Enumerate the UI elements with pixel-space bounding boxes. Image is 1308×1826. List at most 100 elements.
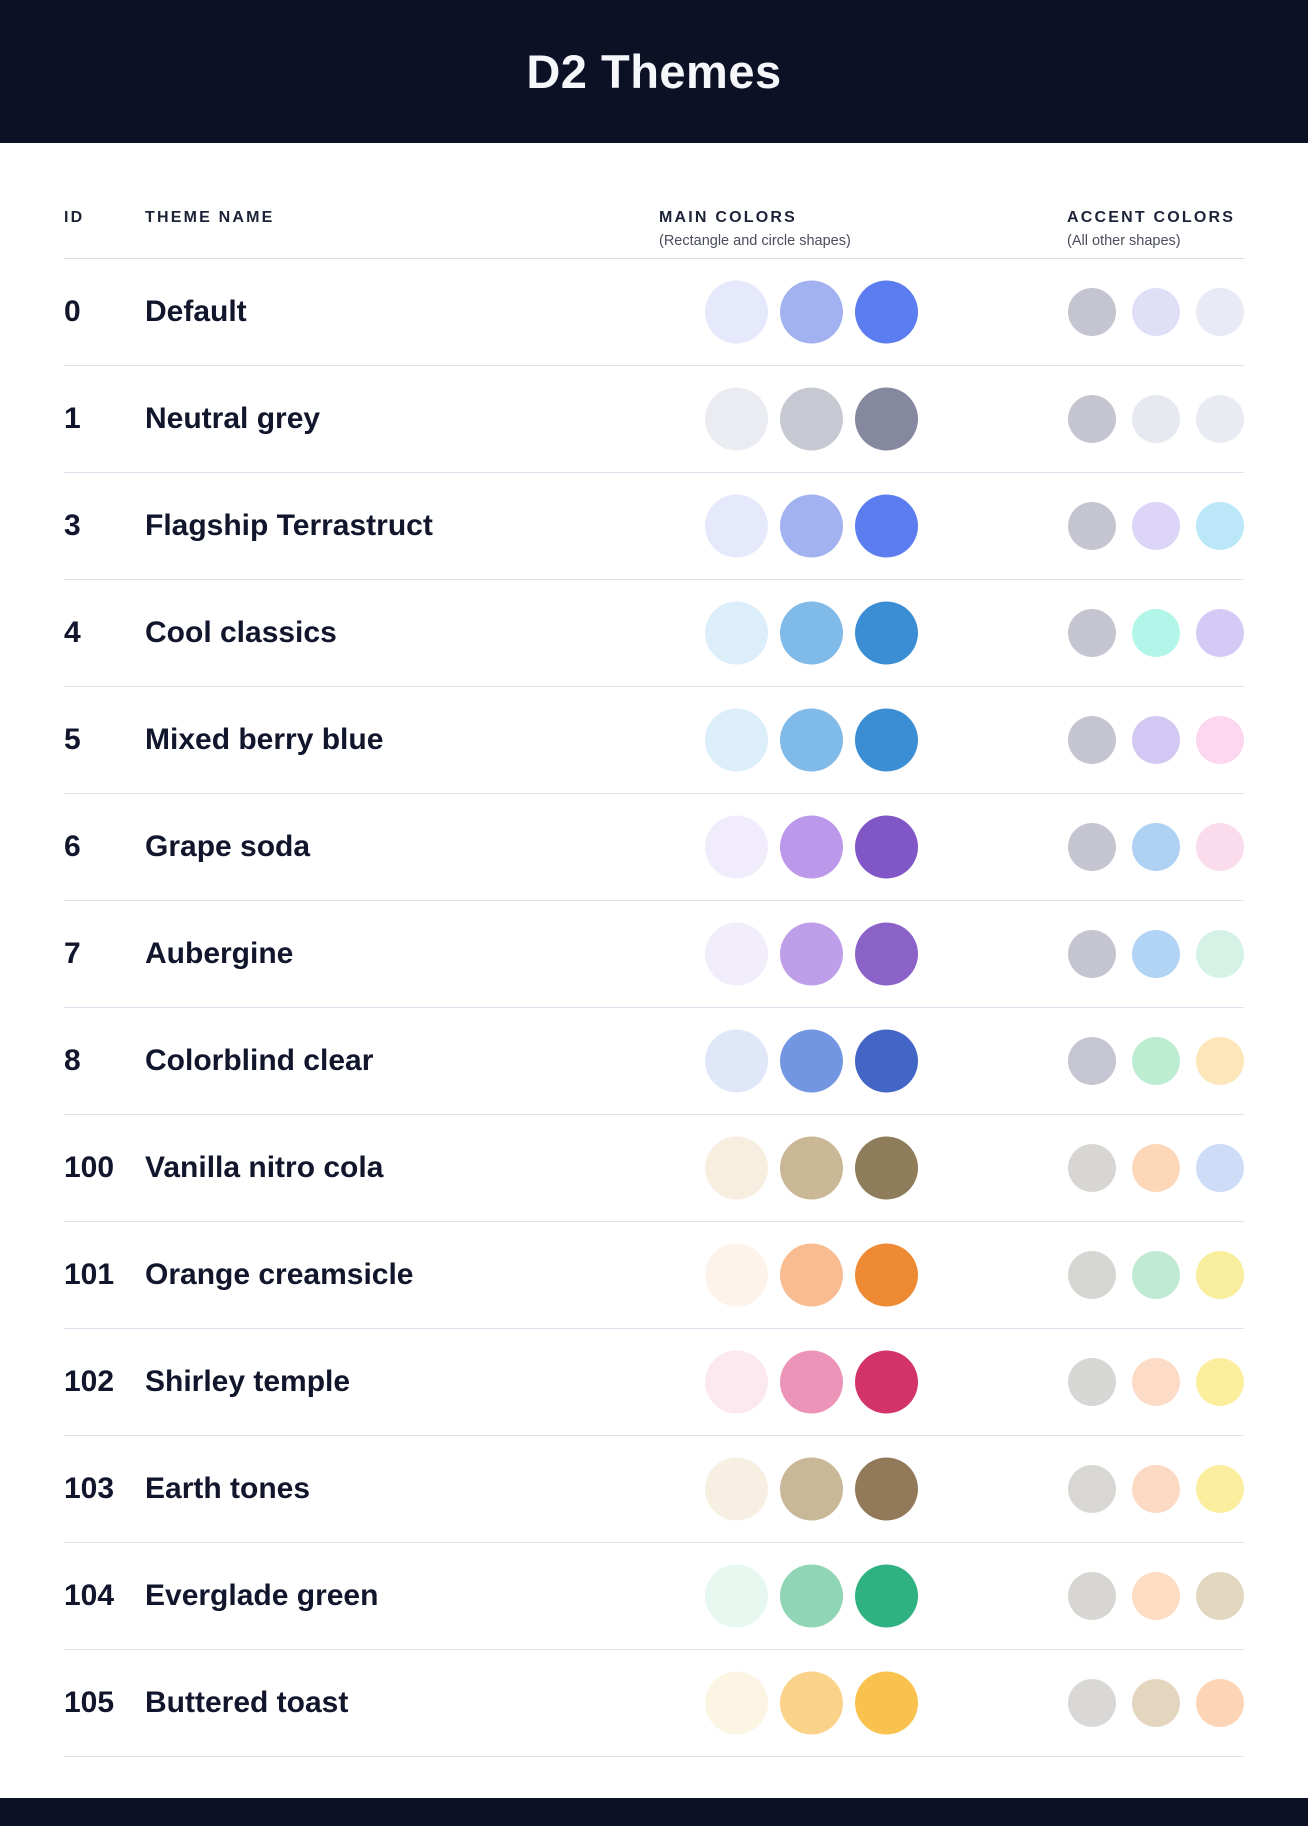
theme-row: 7 Aubergine — [64, 901, 1244, 1008]
main-color-swatch-3 — [855, 1243, 918, 1307]
theme-name: Earth tones — [145, 1472, 311, 1505]
accent-color-swatch-1 — [1068, 288, 1116, 336]
accent-color-swatch-1 — [1068, 1572, 1116, 1620]
accent-color-swatches — [1068, 716, 1244, 764]
accent-color-swatches — [1068, 1251, 1244, 1299]
main-color-swatch-2 — [780, 708, 843, 772]
theme-row: 100 Vanilla nitro cola — [64, 1115, 1244, 1222]
main-color-swatch-2 — [780, 387, 843, 451]
accent-color-swatch-3 — [1196, 1037, 1244, 1085]
theme-name: Buttered toast — [145, 1686, 349, 1719]
main-color-swatch-1 — [705, 387, 768, 451]
main-color-swatch-2 — [780, 922, 843, 986]
theme-row: 3 Flagship Terrastruct — [64, 473, 1244, 580]
main-color-swatch-3 — [855, 1564, 918, 1628]
accent-color-swatch-1 — [1068, 1679, 1116, 1727]
main-color-swatches — [705, 1029, 918, 1093]
accent-color-swatch-3 — [1196, 1251, 1244, 1299]
theme-id: 1 — [64, 402, 81, 435]
theme-id: 103 — [64, 1472, 115, 1505]
accent-color-swatches — [1068, 502, 1244, 550]
theme-row: 8 Colorblind clear — [64, 1008, 1244, 1115]
accent-color-swatch-2 — [1132, 1572, 1180, 1620]
column-subheader-main-colors: (Rectangle and circle shapes) — [659, 233, 851, 249]
main-color-swatches — [705, 1350, 918, 1414]
main-color-swatches — [705, 922, 918, 986]
main-color-swatch-1 — [705, 1136, 768, 1200]
theme-id: 0 — [64, 295, 81, 328]
main-color-swatch-2 — [780, 280, 843, 344]
accent-color-swatch-3 — [1196, 288, 1244, 336]
main-color-swatch-2 — [780, 1671, 843, 1735]
theme-name: Colorblind clear — [145, 1044, 374, 1077]
column-header-accent-colors: ACCENT COLORS — [1067, 209, 1236, 226]
main-color-swatch-2 — [780, 1029, 843, 1093]
column-header-main-colors: MAIN COLORS — [659, 209, 797, 226]
accent-color-swatch-1 — [1068, 716, 1116, 764]
column-subheader-accent-colors: (All other shapes) — [1067, 233, 1181, 249]
accent-color-swatch-1 — [1068, 1037, 1116, 1085]
main-color-swatches — [705, 1457, 918, 1521]
theme-rows-container: 0 Default 1 Neutral grey 3 Flagship Terrastru… — [64, 259, 1244, 1757]
main-color-swatches — [705, 1136, 918, 1200]
accent-color-swatch-2 — [1132, 609, 1180, 657]
accent-color-swatch-1 — [1068, 502, 1116, 550]
accent-color-swatch-2 — [1132, 823, 1180, 871]
accent-color-swatch-2 — [1132, 716, 1180, 764]
accent-color-swatch-1 — [1068, 395, 1116, 443]
main-color-swatch-2 — [780, 1350, 843, 1414]
accent-color-swatch-2 — [1132, 1679, 1180, 1727]
theme-id: 100 — [64, 1151, 115, 1184]
accent-color-swatch-2 — [1132, 1251, 1180, 1299]
accent-color-swatch-3 — [1196, 1572, 1244, 1620]
main-color-swatch-2 — [780, 494, 843, 558]
theme-row: 1 Neutral grey — [64, 366, 1244, 473]
theme-row: 0 Default — [64, 259, 1244, 366]
main-color-swatch-2 — [780, 1457, 843, 1521]
theme-id: 3 — [64, 509, 81, 542]
accent-color-swatch-2 — [1132, 1037, 1180, 1085]
theme-row: 4 Cool classics — [64, 580, 1244, 687]
theme-row: 5 Mixed berry blue — [64, 687, 1244, 794]
theme-id: 104 — [64, 1579, 115, 1612]
main-color-swatch-3 — [855, 708, 918, 772]
theme-id: 7 — [64, 937, 81, 970]
accent-color-swatch-3 — [1196, 1465, 1244, 1513]
theme-id: 5 — [64, 723, 81, 756]
accent-color-swatches — [1068, 1358, 1244, 1406]
theme-name: Cool classics — [145, 616, 337, 649]
theme-row: 103 Earth tones — [64, 1436, 1244, 1543]
accent-color-swatches — [1068, 1144, 1244, 1192]
main-color-swatches — [705, 280, 918, 344]
main-color-swatch-3 — [855, 1029, 918, 1093]
accent-color-swatches — [1068, 288, 1244, 336]
accent-color-swatches — [1068, 823, 1244, 871]
main-color-swatch-3 — [855, 1671, 918, 1735]
main-color-swatch-3 — [855, 1350, 918, 1414]
main-color-swatch-2 — [780, 1564, 843, 1628]
theme-id: 102 — [64, 1365, 115, 1398]
accent-color-swatch-3 — [1196, 930, 1244, 978]
theme-name: Shirley temple — [145, 1365, 351, 1398]
main-color-swatch-1 — [705, 1671, 768, 1735]
accent-color-swatch-3 — [1196, 502, 1244, 550]
main-color-swatches — [705, 494, 918, 558]
main-color-swatches — [705, 708, 918, 772]
main-color-swatch-1 — [705, 815, 768, 879]
theme-row: 104 Everglade green — [64, 1543, 1244, 1650]
main-color-swatch-1 — [705, 1029, 768, 1093]
accent-color-swatch-2 — [1132, 502, 1180, 550]
accent-color-swatch-1 — [1068, 1465, 1116, 1513]
main-color-swatch-2 — [780, 815, 843, 879]
theme-name: Mixed berry blue — [145, 723, 384, 756]
main-color-swatch-1 — [705, 708, 768, 772]
theme-row: 105 Buttered toast — [64, 1650, 1244, 1757]
main-color-swatches — [705, 1564, 918, 1628]
accent-color-swatch-2 — [1132, 1358, 1180, 1406]
accent-color-swatches — [1068, 1465, 1244, 1513]
main-color-swatches — [705, 1243, 918, 1307]
accent-color-swatch-3 — [1196, 395, 1244, 443]
themes-table: ID THEME NAME MAIN COLORS (Rectangle and… — [64, 143, 1244, 1757]
main-color-swatch-2 — [780, 1136, 843, 1200]
column-header-id: ID — [64, 209, 85, 226]
